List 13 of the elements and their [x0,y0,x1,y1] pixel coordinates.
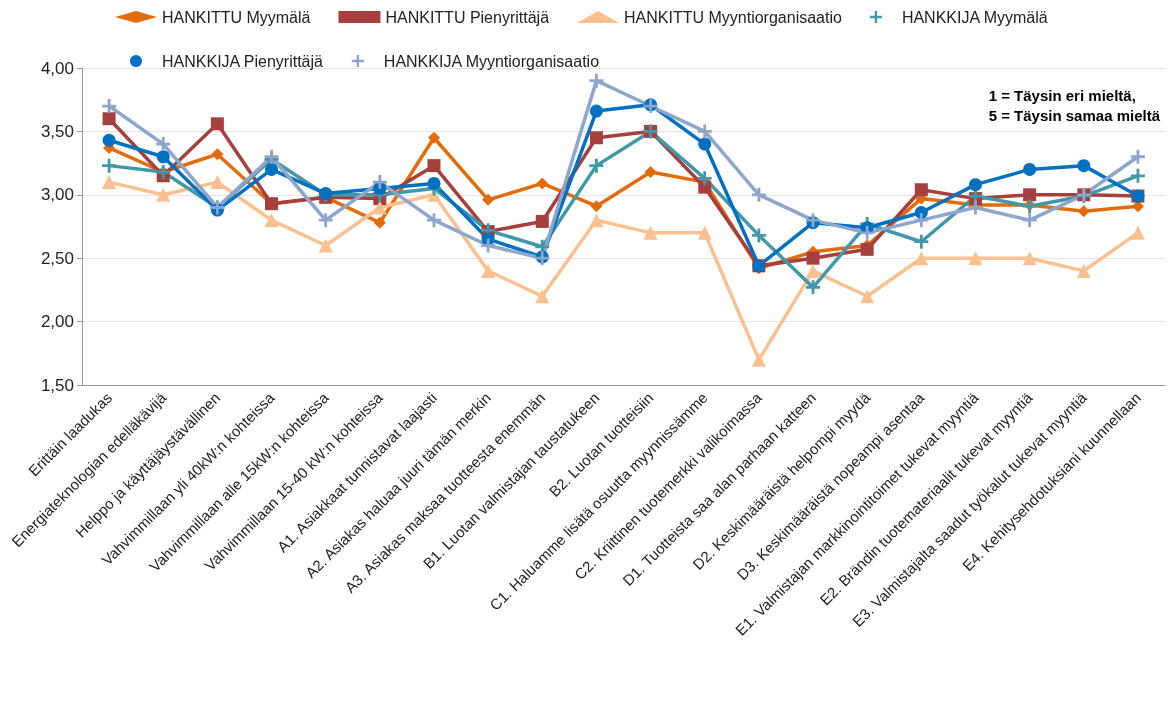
legend-label: HANKKIJA Myyntiorganisaatio [383,52,600,70]
y-tick-label: 4,00 [40,58,74,78]
y-tick-label: 3,50 [40,121,74,141]
legend-label: HANKITTU Myyntiorganisaatio [624,8,842,26]
y-tick-label: 3,00 [40,185,74,205]
annotation: 1 = Täysin eri mieltä, 5 = Täysin samaa mieltä [988,86,1161,124]
y-tick-label: 2,50 [40,248,74,268]
legend-label: HANKKIJA Pienyrittäjä [162,52,324,70]
y-tick-label: 1,50 [40,375,74,395]
y-tick-label: 2,00 [40,312,74,332]
legend-label: HANKITTU Pienyrittäjä [385,8,550,26]
legend-label: HANKITTU Myymälä [162,8,311,26]
legend-label: HANKKIJA Myymälä [901,8,1048,26]
